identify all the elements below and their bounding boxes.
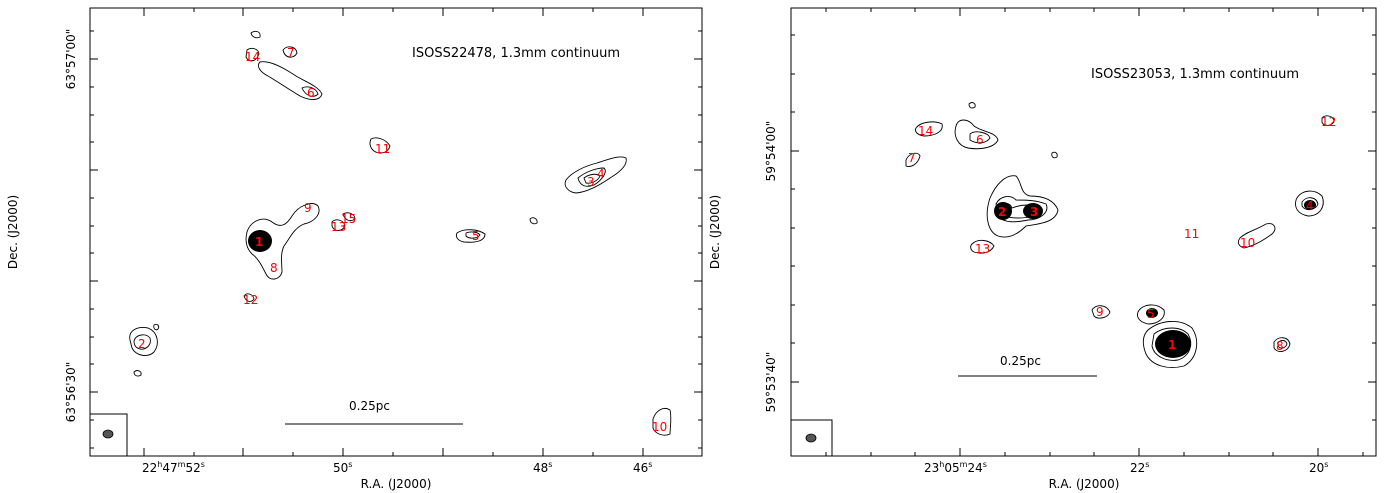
left-src-3: 3 (587, 175, 595, 189)
right-src-5: 5 (1147, 307, 1155, 321)
left-src-4: 4 (597, 167, 605, 181)
left-title: ISOSS22478, 1.3mm continuum (412, 46, 620, 61)
right-src-8: 8 (1276, 339, 1284, 353)
left-src-11: 11 (375, 142, 390, 156)
left-beam-box (89, 413, 128, 457)
right-contours (905, 102, 1335, 368)
right-src-7: 7 (908, 151, 916, 165)
right-x-ticks (825, 8, 1364, 456)
left-src-1: 1 (255, 235, 263, 249)
left-y-ticks (90, 30, 702, 449)
right-src-9: 9 (1096, 305, 1104, 319)
right-scale-label: 0.25pc (1000, 354, 1041, 368)
left-src-13: 13 (331, 220, 346, 234)
left-x-ticks (143, 8, 644, 456)
left-src-6: 6 (307, 86, 315, 100)
right-src-10: 10 (1240, 236, 1255, 250)
right-y-axis-label: Dec. (J2000) (708, 195, 722, 269)
left-src-2: 2 (138, 337, 146, 351)
left-src-5: 5 (472, 229, 480, 243)
right-src-4: 4 (1306, 199, 1314, 213)
right-y-ticks (791, 34, 1376, 421)
left-y-tick-label-1: 63°56'30" (64, 362, 78, 423)
left-x-axis-label: R.A. (J2000) (361, 477, 432, 491)
right-core-2 (994, 202, 1012, 220)
left-x-tick-label-3: 46s (633, 460, 652, 475)
left-panel: ISOSS22478, 1.3mm continuum (6, 7, 703, 491)
left-contours (129, 30, 672, 436)
left-source-labels: 1 2 3 4 5 6 7 8 9 10 11 12 13 14 15 (138, 46, 667, 434)
left-y-axis-label: Dec. (J2000) (6, 195, 20, 269)
right-src-11: 11 (1184, 227, 1199, 241)
left-src-10: 10 (652, 420, 667, 434)
right-src-12: 12 (1321, 115, 1336, 129)
right-y-tick-label-0: 59°54'00" (764, 121, 778, 182)
right-core-1 (1155, 330, 1191, 358)
right-src-6: 6 (976, 133, 984, 147)
right-y-tick-label-1: 59°53'40" (764, 352, 778, 413)
right-beam-ellipse (805, 433, 817, 443)
right-source-labels: 1 2 3 4 5 6 7 8 9 10 11 12 13 14 (908, 115, 1336, 353)
right-title: ISOSS23053, 1.3mm continuum (1091, 67, 1299, 82)
right-core-4 (1304, 200, 1316, 210)
right-core-5 (1146, 308, 1158, 318)
left-src-12: 12 (243, 293, 258, 307)
left-x-tick-label-1: 50s (333, 460, 352, 475)
right-beam-box (790, 419, 833, 457)
left-frame (89, 7, 703, 457)
right-x-tick-label-1: 22s (1130, 460, 1149, 475)
right-frame (790, 7, 1377, 457)
left-y-tick-label-0: 63°57'00" (64, 29, 78, 90)
right-core-3 (1023, 203, 1043, 219)
right-x-axis-label: R.A. (J2000) (1049, 477, 1120, 491)
left-src-15: 15 (341, 212, 356, 226)
right-src-13: 13 (975, 242, 990, 256)
left-src-9: 9 (304, 201, 312, 215)
left-src-14: 14 (245, 50, 260, 64)
right-x-tick-label-2: 20s (1309, 460, 1328, 475)
left-x-tick-label-2: 48s (533, 460, 552, 475)
left-src-7: 7 (287, 46, 295, 60)
right-src-14: 14 (918, 124, 933, 138)
right-src-3: 3 (1030, 205, 1038, 219)
left-scale-label: 0.25pc (349, 399, 390, 413)
right-panel: ISOSS23053, 1.3mm continuum (708, 7, 1377, 491)
left-x-tick-label-0: 22h47m52s (142, 460, 205, 475)
left-core-1 (248, 230, 272, 252)
right-src-2: 2 (998, 205, 1006, 219)
right-x-tick-label-0: 23h05m24s (924, 460, 987, 475)
right-src-1: 1 (1168, 338, 1176, 352)
left-src-8: 8 (270, 261, 278, 275)
left-beam-ellipse (102, 429, 114, 439)
